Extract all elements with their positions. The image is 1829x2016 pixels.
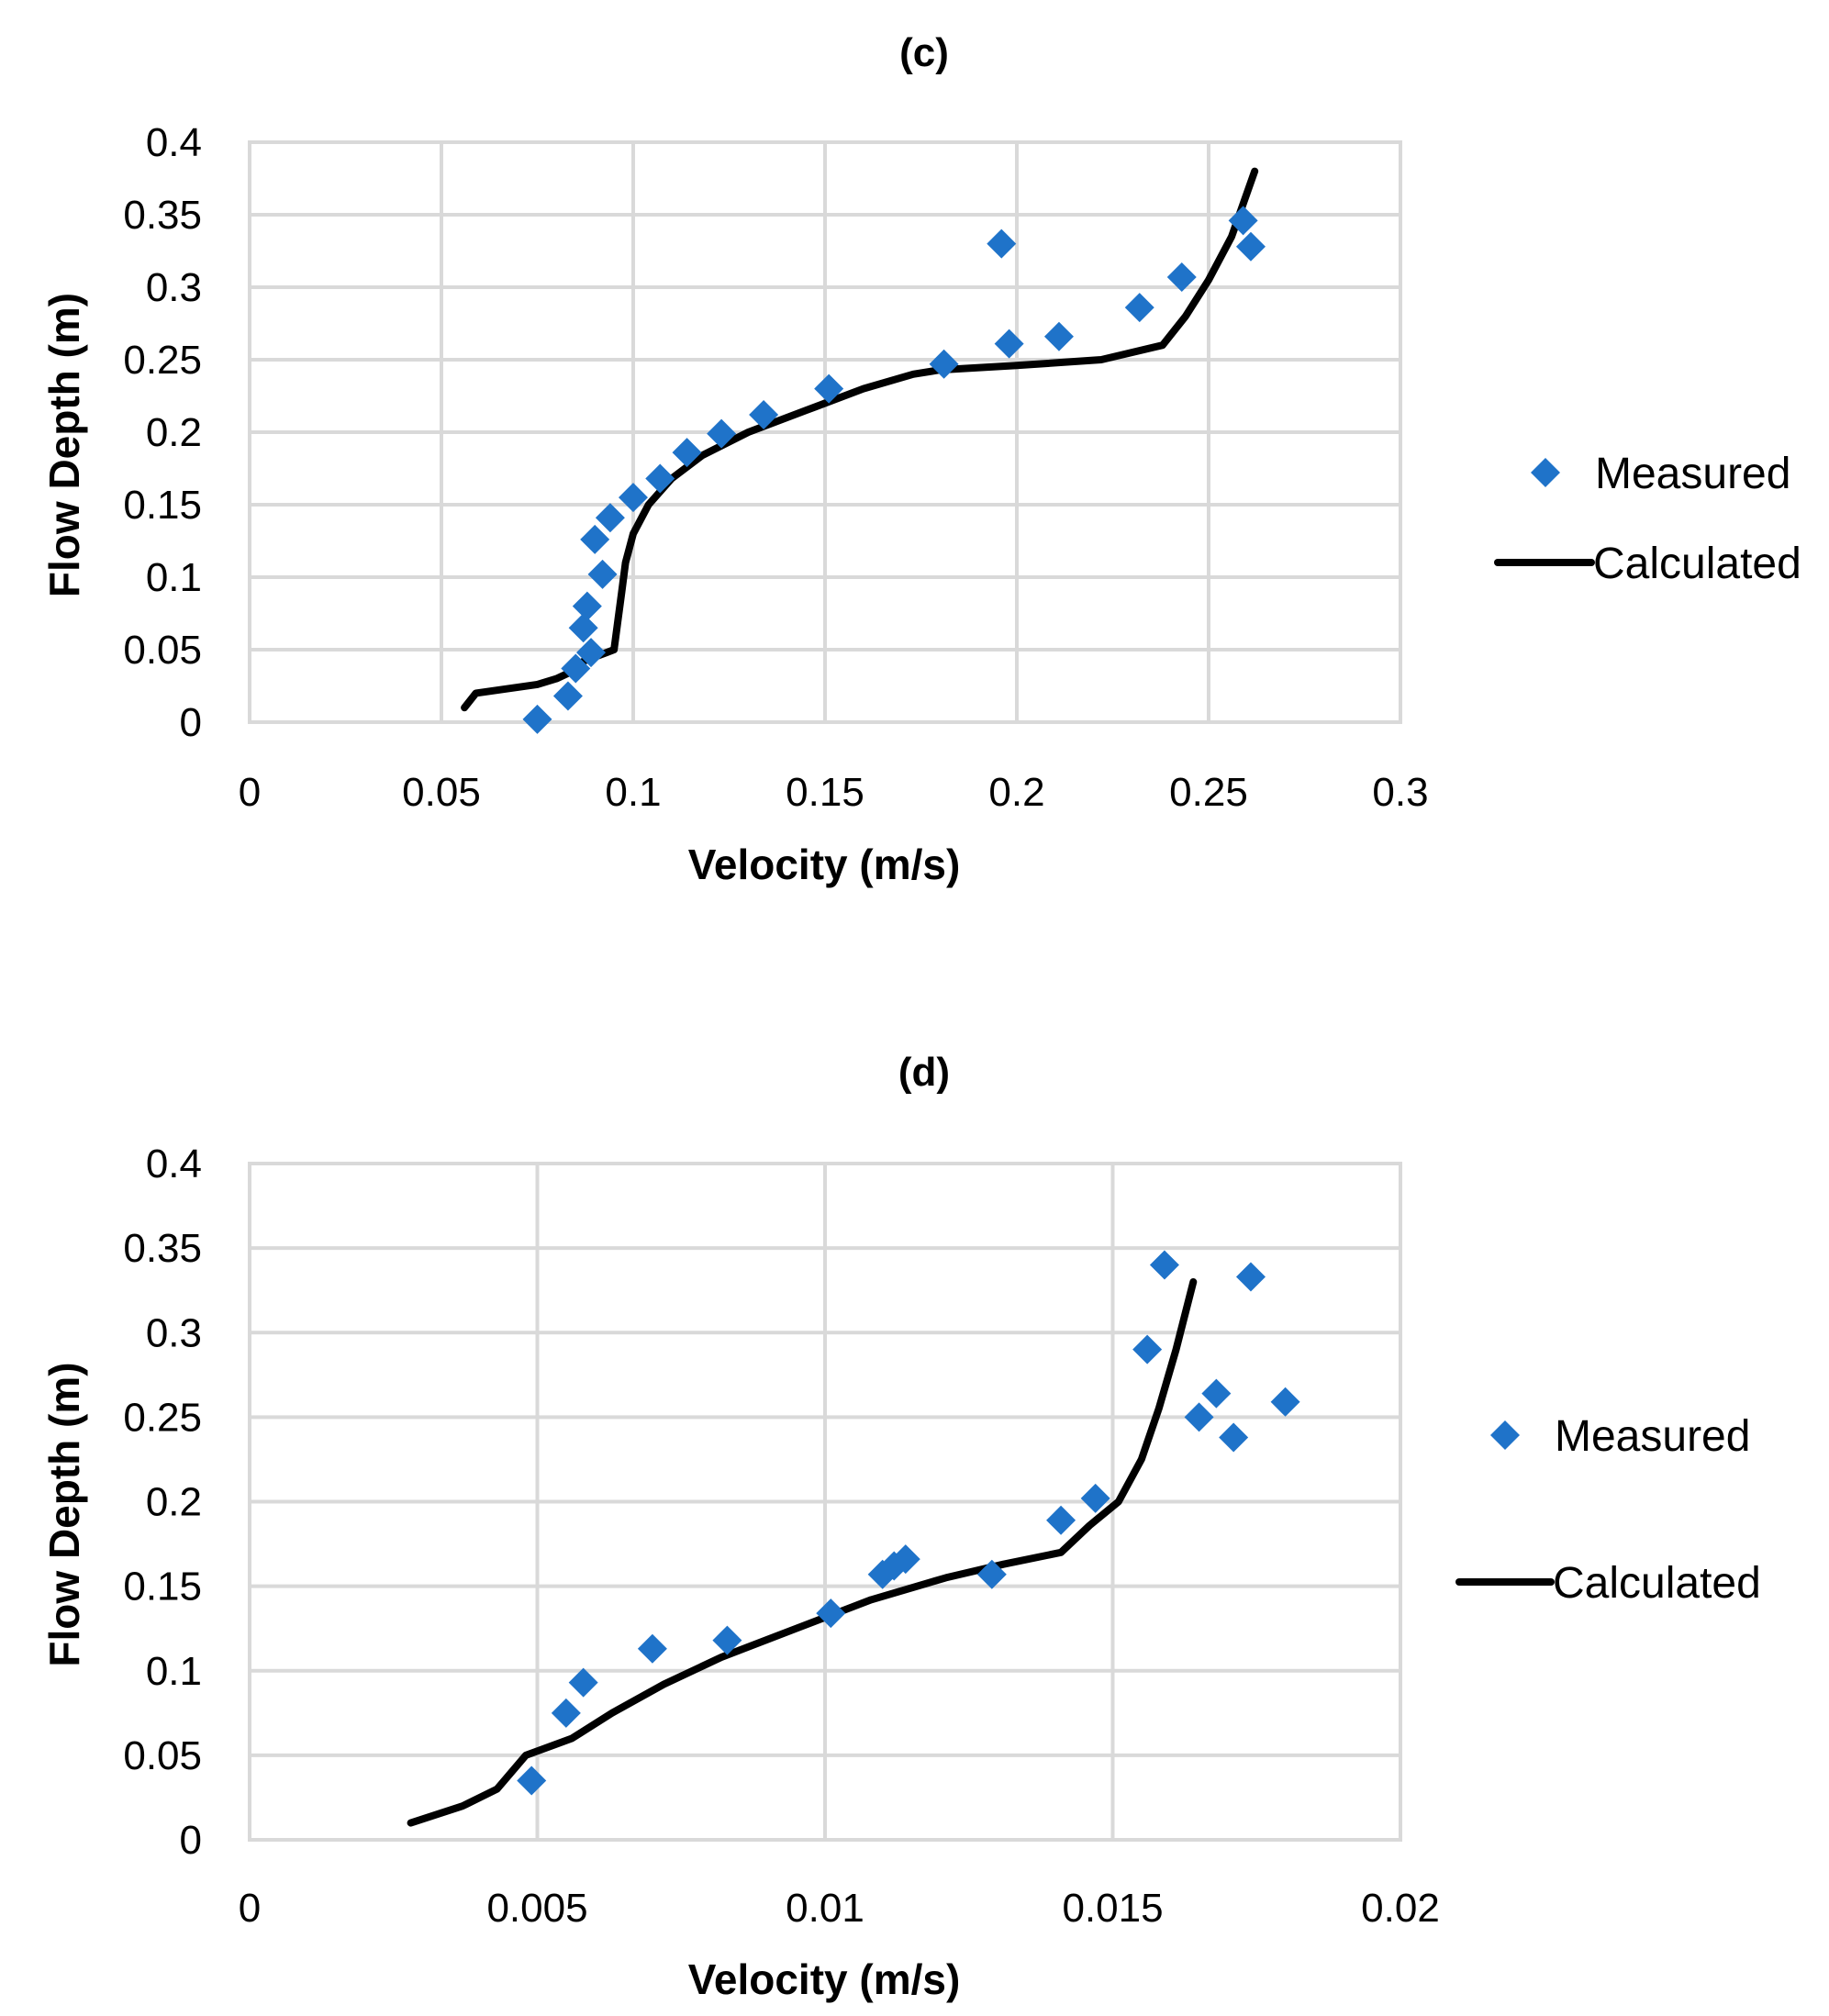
measured-point xyxy=(994,329,1024,359)
measured-point xyxy=(595,503,625,533)
y-tick-label: 0.05 xyxy=(123,628,202,673)
legend-measured-marker xyxy=(1490,1420,1520,1450)
measured-point xyxy=(976,1559,1007,1589)
measured-point xyxy=(814,373,844,404)
plot-area xyxy=(248,140,1402,724)
chart-panel-1: 0 0.05 0.1 0.15 0.2 0.25 0.3 0.35 0.4 0 0.005 0.01 0… xyxy=(40,1050,1761,2003)
x-tick-label: 0 xyxy=(239,1886,261,1931)
measured-point xyxy=(561,653,591,684)
measured-point xyxy=(645,463,675,494)
measured-point xyxy=(929,349,959,379)
measured-point xyxy=(1235,231,1266,262)
x-tick-label: 0.25 xyxy=(1169,770,1248,815)
y-tick-label: 0.25 xyxy=(123,338,202,383)
y-tick-label: 0.3 xyxy=(146,1310,202,1355)
measured-point xyxy=(1149,1250,1179,1280)
x-tick-label: 0.15 xyxy=(786,770,864,815)
y-tick-label: 0.4 xyxy=(146,1142,202,1186)
y-tick-label: 0.2 xyxy=(146,410,202,455)
measured-point xyxy=(1235,1262,1266,1292)
x-tick-label: 0.2 xyxy=(988,770,1044,815)
chart-title: (d) xyxy=(898,1050,950,1095)
measured-point xyxy=(572,591,602,621)
x-tick-label: 0.005 xyxy=(486,1886,587,1931)
y-tick-label: 0.25 xyxy=(123,1395,202,1440)
measured-point xyxy=(1043,321,1074,351)
x-tick-label: 0.1 xyxy=(605,770,661,815)
measured-point xyxy=(522,704,552,734)
measured-point xyxy=(1270,1387,1300,1417)
measured-point xyxy=(749,400,779,430)
measured-point xyxy=(707,418,737,449)
y-tick-label: 0.1 xyxy=(146,1649,202,1694)
measured-point xyxy=(1184,1402,1214,1432)
measured-point xyxy=(552,681,583,711)
measured-point xyxy=(517,1765,547,1796)
measured-point xyxy=(1166,262,1197,292)
y-axis-label: Flow Depth (m) xyxy=(40,293,88,597)
legend-calculated-label: Calculated xyxy=(1593,540,1801,588)
y-tick-label: 0.1 xyxy=(146,555,202,600)
measured-point xyxy=(568,1667,598,1698)
y-tick-label: 0.15 xyxy=(123,1565,202,1609)
chart-panel-0: 0 0.05 0.1 0.15 0.2 0.25 0.3 0.35 0.4 0 0.05 0.1 0.1… xyxy=(40,30,1801,888)
x-tick-label: 0.05 xyxy=(402,770,481,815)
x-tick-label: 0.01 xyxy=(786,1886,864,1931)
measured-point xyxy=(1080,1483,1110,1513)
y-tick-label: 0 xyxy=(180,700,202,745)
measured-point xyxy=(1201,1378,1232,1409)
x-tick-label: 0.3 xyxy=(1372,770,1428,815)
x-tick-label: 0.015 xyxy=(1062,1886,1163,1931)
x-tick-label: 0 xyxy=(239,770,261,815)
measured-point xyxy=(619,483,648,513)
measured-point xyxy=(551,1698,581,1728)
x-axis-label: Velocity (m/s) xyxy=(688,841,961,888)
chart-title: (c) xyxy=(899,30,949,75)
legend-measured-label: Measured xyxy=(1595,450,1790,498)
y-tick-label: 0.35 xyxy=(123,193,202,238)
measured-point xyxy=(587,559,618,589)
calculated-line xyxy=(407,1278,1198,1827)
y-tick-label: 0.2 xyxy=(146,1480,202,1525)
measured-point xyxy=(1219,1422,1249,1453)
measured-point xyxy=(712,1625,742,1655)
y-tick-label: 0.3 xyxy=(146,265,202,310)
measured-point xyxy=(987,228,1017,259)
x-axis-label: Velocity (m/s) xyxy=(688,1955,961,2003)
legend-calculated-label: Calculated xyxy=(1553,1559,1761,1608)
measured-point xyxy=(576,638,607,668)
plot-area xyxy=(248,1162,1402,1842)
measured-point xyxy=(1228,206,1258,236)
x-tick-label: 0.02 xyxy=(1361,1886,1440,1931)
measured-point xyxy=(816,1598,846,1629)
y-axis-label: Flow Depth (m) xyxy=(40,1362,88,1666)
measured-point xyxy=(1132,1334,1163,1364)
legend-measured-marker xyxy=(1531,458,1560,487)
measured-point xyxy=(672,438,702,468)
measured-point xyxy=(580,524,610,554)
measured-point xyxy=(890,1544,920,1575)
measured-point xyxy=(637,1633,667,1664)
y-tick-label: 0.35 xyxy=(123,1226,202,1271)
y-tick-label: 0.4 xyxy=(146,120,202,165)
measured-point xyxy=(1124,293,1154,323)
measured-point xyxy=(568,613,598,643)
legend-measured-label: Measured xyxy=(1555,1412,1750,1461)
y-tick-label: 0.05 xyxy=(123,1733,202,1778)
y-tick-label: 0 xyxy=(180,1818,202,1863)
measured-point xyxy=(1046,1505,1076,1535)
y-tick-label: 0.15 xyxy=(123,483,202,528)
